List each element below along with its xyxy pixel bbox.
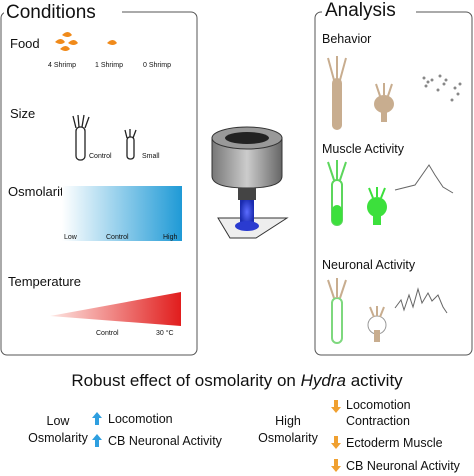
group-label: Osmolarity bbox=[28, 431, 88, 445]
up-arrows bbox=[92, 412, 102, 447]
effect-label: Ectoderm Muscle bbox=[346, 436, 443, 450]
analysis-label: Muscle Activity bbox=[322, 142, 405, 156]
level-label: 4 Shrimp bbox=[48, 62, 76, 69]
hydra-icons bbox=[72, 114, 137, 161]
level-label: Small bbox=[142, 153, 160, 160]
level-label: Control bbox=[106, 234, 129, 241]
group-label: Osmolarity bbox=[258, 431, 318, 445]
title-bg bbox=[322, 0, 416, 22]
panel-title: Analysis bbox=[325, 0, 396, 21]
microscope bbox=[211, 126, 289, 239]
title-part: Robust effect of osmolarity on bbox=[71, 371, 300, 390]
level-label: Low bbox=[64, 234, 78, 241]
condition-label: Size bbox=[10, 106, 35, 121]
analysis-label: Neuronal Activity bbox=[322, 258, 416, 272]
muscle-icons bbox=[327, 160, 454, 226]
level-label: 0 Shrimp bbox=[143, 62, 171, 69]
behavior-icons bbox=[327, 56, 394, 130]
level-label: 30 °C bbox=[156, 329, 174, 337]
effect-label: Contraction bbox=[346, 414, 410, 428]
group-label: Low bbox=[47, 414, 71, 428]
condition-label: Osmolarity bbox=[8, 184, 71, 199]
group-label: High bbox=[275, 414, 301, 428]
title-part: activity bbox=[346, 371, 403, 390]
behavior-scatter bbox=[422, 74, 462, 102]
summary-title: Robust effect of osmolarity on Hydra act… bbox=[71, 371, 403, 390]
condition-label: Temperature bbox=[8, 274, 81, 289]
down-arrows bbox=[331, 400, 341, 472]
effect-label: CB Neuronal Activity bbox=[346, 459, 461, 473]
shrimp-icons bbox=[55, 32, 117, 51]
title-part: Hydra bbox=[301, 371, 346, 390]
temperature-gradient bbox=[50, 292, 181, 326]
level-label: Control bbox=[96, 330, 119, 337]
title-bg bbox=[4, 0, 122, 22]
effect-label: Locomotion bbox=[108, 412, 173, 426]
level-label: 1 Shrimp bbox=[95, 62, 123, 69]
effect-label: Locomotion bbox=[346, 398, 411, 412]
osmolarity-gradient bbox=[62, 186, 182, 241]
neuronal-icons bbox=[327, 278, 448, 344]
condition-label: Food bbox=[10, 36, 40, 51]
level-label: Control bbox=[89, 153, 112, 160]
panel-title: Conditions bbox=[6, 2, 96, 23]
level-label: High bbox=[163, 234, 178, 241]
analysis-label: Behavior bbox=[322, 32, 371, 46]
effect-label: CB Neuronal Activity bbox=[108, 434, 223, 448]
